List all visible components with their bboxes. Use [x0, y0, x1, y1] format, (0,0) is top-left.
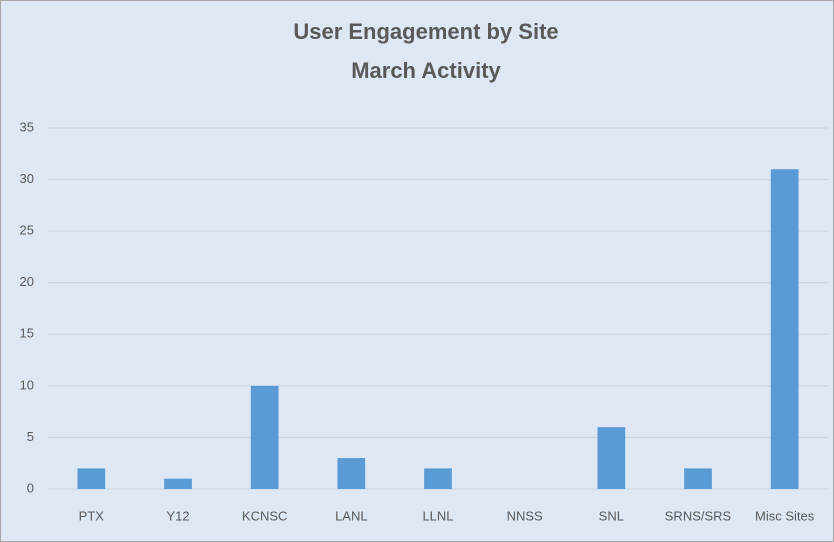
x-tick-label: NNSS [507, 508, 543, 523]
bar [337, 458, 366, 489]
bar [424, 468, 452, 489]
x-tick-label: LANL [335, 508, 368, 523]
x-tick-label: SRNS/SRS [665, 508, 732, 523]
x-tick-label: PTX [79, 508, 105, 523]
y-tick-label: 15 [20, 326, 34, 341]
y-tick-label: 10 [20, 377, 34, 392]
bar [770, 169, 799, 489]
x-tick-label: Y12 [166, 508, 189, 523]
y-tick-label: 5 [27, 429, 34, 444]
x-tick-label: KCNSC [242, 508, 288, 523]
bar [164, 478, 192, 489]
y-tick-label: 20 [20, 274, 34, 289]
y-tick-label: 25 [20, 223, 34, 238]
x-tick-label: SNL [599, 508, 624, 523]
bar [250, 385, 279, 489]
y-tick-label: 0 [27, 480, 34, 495]
chart-subtitle: March Activity [351, 58, 501, 83]
y-tick-label: 35 [20, 119, 34, 134]
y-tick-label: 30 [20, 171, 34, 186]
chart-title: User Engagement by Site [293, 19, 558, 44]
bar [684, 468, 712, 489]
x-tick-label: LLNL [422, 508, 453, 523]
x-tick-label: Misc Sites [755, 508, 815, 523]
bar [77, 468, 106, 489]
bar [597, 427, 626, 489]
